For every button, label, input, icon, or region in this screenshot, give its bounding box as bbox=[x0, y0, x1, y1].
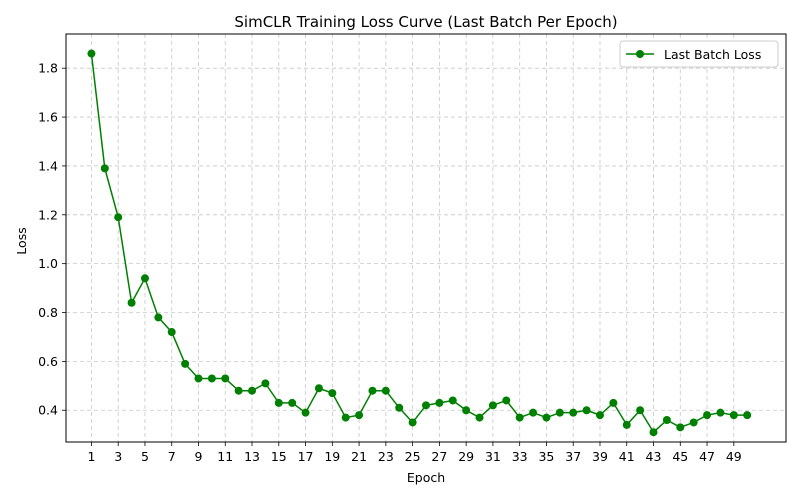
data-point bbox=[274, 398, 283, 407]
data-point bbox=[355, 411, 364, 420]
data-point bbox=[314, 384, 323, 393]
series-line bbox=[90, 53, 748, 433]
data-point bbox=[609, 398, 618, 407]
data-point bbox=[689, 418, 698, 427]
data-point bbox=[395, 403, 404, 412]
data-point bbox=[194, 374, 203, 383]
data-point bbox=[462, 406, 471, 415]
y-tick-label: 0.6 bbox=[38, 354, 58, 369]
x-tick-label: 39 bbox=[592, 449, 608, 464]
x-tick-label: 29 bbox=[458, 449, 474, 464]
x-tick-label: 9 bbox=[195, 449, 203, 464]
data-point bbox=[154, 313, 163, 322]
grid bbox=[66, 34, 786, 442]
data-point bbox=[328, 389, 337, 398]
data-point bbox=[301, 408, 310, 417]
data-point bbox=[114, 213, 123, 222]
data-point bbox=[703, 411, 712, 420]
x-tick-label: 49 bbox=[726, 449, 742, 464]
data-point bbox=[422, 401, 430, 410]
data-point bbox=[408, 418, 417, 427]
y-tick-label: 1.4 bbox=[38, 158, 58, 173]
data-point bbox=[662, 416, 671, 425]
data-point bbox=[448, 396, 457, 405]
chart-title: SimCLR Training Loss Curve (Last Batch P… bbox=[234, 13, 617, 31]
data-point bbox=[167, 328, 176, 337]
data-point bbox=[649, 428, 658, 437]
data-point bbox=[622, 420, 631, 429]
data-point bbox=[207, 374, 216, 383]
x-tick-label: 3 bbox=[114, 449, 122, 464]
x-tick-label: 1 bbox=[87, 449, 95, 464]
y-tick-label: 0.8 bbox=[38, 305, 58, 320]
x-tick-label: 37 bbox=[565, 449, 581, 464]
data-point bbox=[502, 396, 511, 405]
data-point bbox=[288, 398, 297, 407]
series-layer bbox=[87, 49, 752, 437]
x-tick-label: 31 bbox=[485, 449, 501, 464]
legend: Last Batch Loss bbox=[619, 40, 779, 68]
x-tick-label: 27 bbox=[431, 449, 447, 464]
data-point bbox=[234, 386, 243, 395]
x-tick-label: 17 bbox=[298, 449, 314, 464]
data-point bbox=[582, 406, 591, 415]
data-point bbox=[381, 386, 390, 395]
data-point bbox=[341, 413, 350, 422]
data-point bbox=[729, 411, 738, 420]
data-point bbox=[529, 408, 538, 417]
legend-label: Last Batch Loss bbox=[664, 47, 761, 62]
x-tick-label: 23 bbox=[378, 449, 394, 464]
y-tick-label: 1.6 bbox=[38, 110, 58, 125]
data-point bbox=[248, 386, 257, 395]
data-point bbox=[488, 401, 497, 410]
data-point bbox=[743, 411, 752, 420]
plot-frame bbox=[65, 33, 787, 443]
x-tick-label: 45 bbox=[672, 449, 688, 464]
data-point bbox=[569, 408, 578, 417]
data-point bbox=[181, 359, 190, 368]
data-point bbox=[555, 408, 564, 417]
x-tick-label: 7 bbox=[168, 449, 176, 464]
data-point bbox=[435, 398, 444, 407]
y-tick-label: 1.8 bbox=[38, 61, 58, 76]
x-tick-label: 43 bbox=[646, 449, 662, 464]
data-point bbox=[716, 408, 725, 417]
data-point bbox=[475, 413, 484, 422]
y-tick-label: 0.4 bbox=[38, 403, 58, 418]
data-point bbox=[542, 413, 551, 422]
x-axis-label: Epoch bbox=[407, 470, 445, 485]
x-tick-label: 41 bbox=[619, 449, 635, 464]
data-point bbox=[221, 374, 230, 383]
x-tick-label: 15 bbox=[271, 449, 287, 464]
y-axis-ticks: 0.4 0.6 0.8 1.0 1.2 1.4 1.6 1.8 bbox=[38, 61, 66, 418]
legend-box bbox=[619, 40, 779, 68]
x-tick-label: 25 bbox=[405, 449, 421, 464]
x-tick-label: 35 bbox=[538, 449, 554, 464]
x-tick-label: 5 bbox=[141, 449, 149, 464]
y-tick-label: 1.0 bbox=[38, 256, 58, 271]
x-tick-label: 11 bbox=[217, 449, 233, 464]
x-tick-label: 21 bbox=[351, 449, 367, 464]
x-tick-label: 47 bbox=[699, 449, 715, 464]
data-point bbox=[127, 298, 136, 307]
x-tick-label: 13 bbox=[244, 449, 260, 464]
y-axis-label: Loss bbox=[14, 227, 29, 254]
x-tick-label: 19 bbox=[324, 449, 340, 464]
data-point bbox=[100, 164, 109, 173]
data-point bbox=[636, 406, 645, 415]
data-point bbox=[261, 379, 270, 388]
data-point bbox=[368, 386, 377, 395]
y-tick-label: 1.2 bbox=[38, 207, 58, 222]
x-axis-ticks: 1 3 5 7 9 11 13 15 17 19 21 23 25 27 29 31 33 35 37 39 41 43 4… bbox=[87, 442, 742, 464]
data-point bbox=[515, 413, 524, 422]
data-point bbox=[595, 411, 604, 420]
x-tick-label: 33 bbox=[512, 449, 528, 464]
data-point bbox=[676, 423, 685, 432]
legend-swatch-marker bbox=[636, 50, 644, 58]
data-point bbox=[87, 49, 96, 58]
data-point bbox=[140, 274, 149, 283]
